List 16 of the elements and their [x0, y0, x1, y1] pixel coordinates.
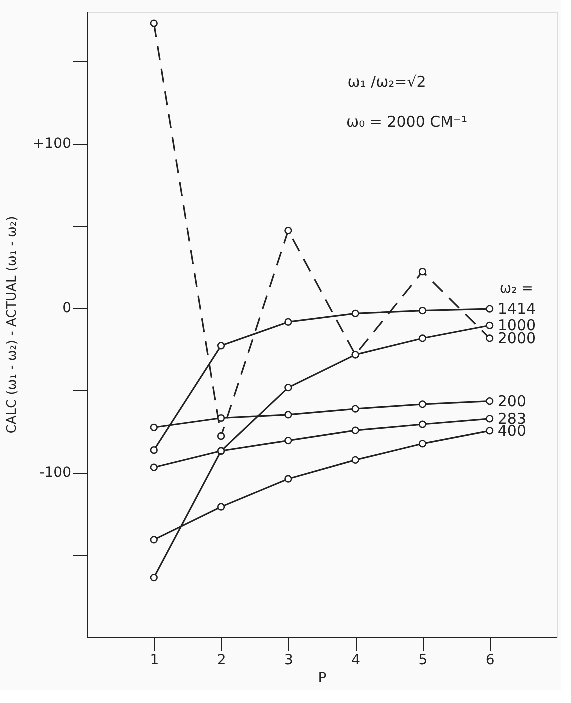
x-tick-label: 1: [150, 652, 160, 668]
x-tick-label: 4: [352, 652, 361, 668]
y-tick-label: 0: [62, 300, 72, 317]
annotation: ω₀ = 2000 CM⁻¹: [346, 113, 468, 131]
series-label: 200: [498, 392, 526, 410]
series-label: 1414: [498, 300, 536, 318]
x-tick-label: 6: [486, 652, 495, 668]
y-tick-label: +100: [33, 136, 72, 152]
y-axis-title: CALC (ω₁ - ω₂) - ACTUAL (ω₁ - ω₂): [5, 216, 20, 434]
x-tick-label: 5: [418, 652, 428, 668]
x-tick-label: 3: [284, 652, 294, 668]
y-tick-label: -100: [40, 465, 72, 482]
x-axis-title: P: [318, 670, 327, 686]
annotation: ω₁ /ω₂=√2: [348, 73, 426, 91]
legend-title: ω₂ =: [500, 281, 534, 298]
x-tick-label: 2: [217, 652, 226, 668]
